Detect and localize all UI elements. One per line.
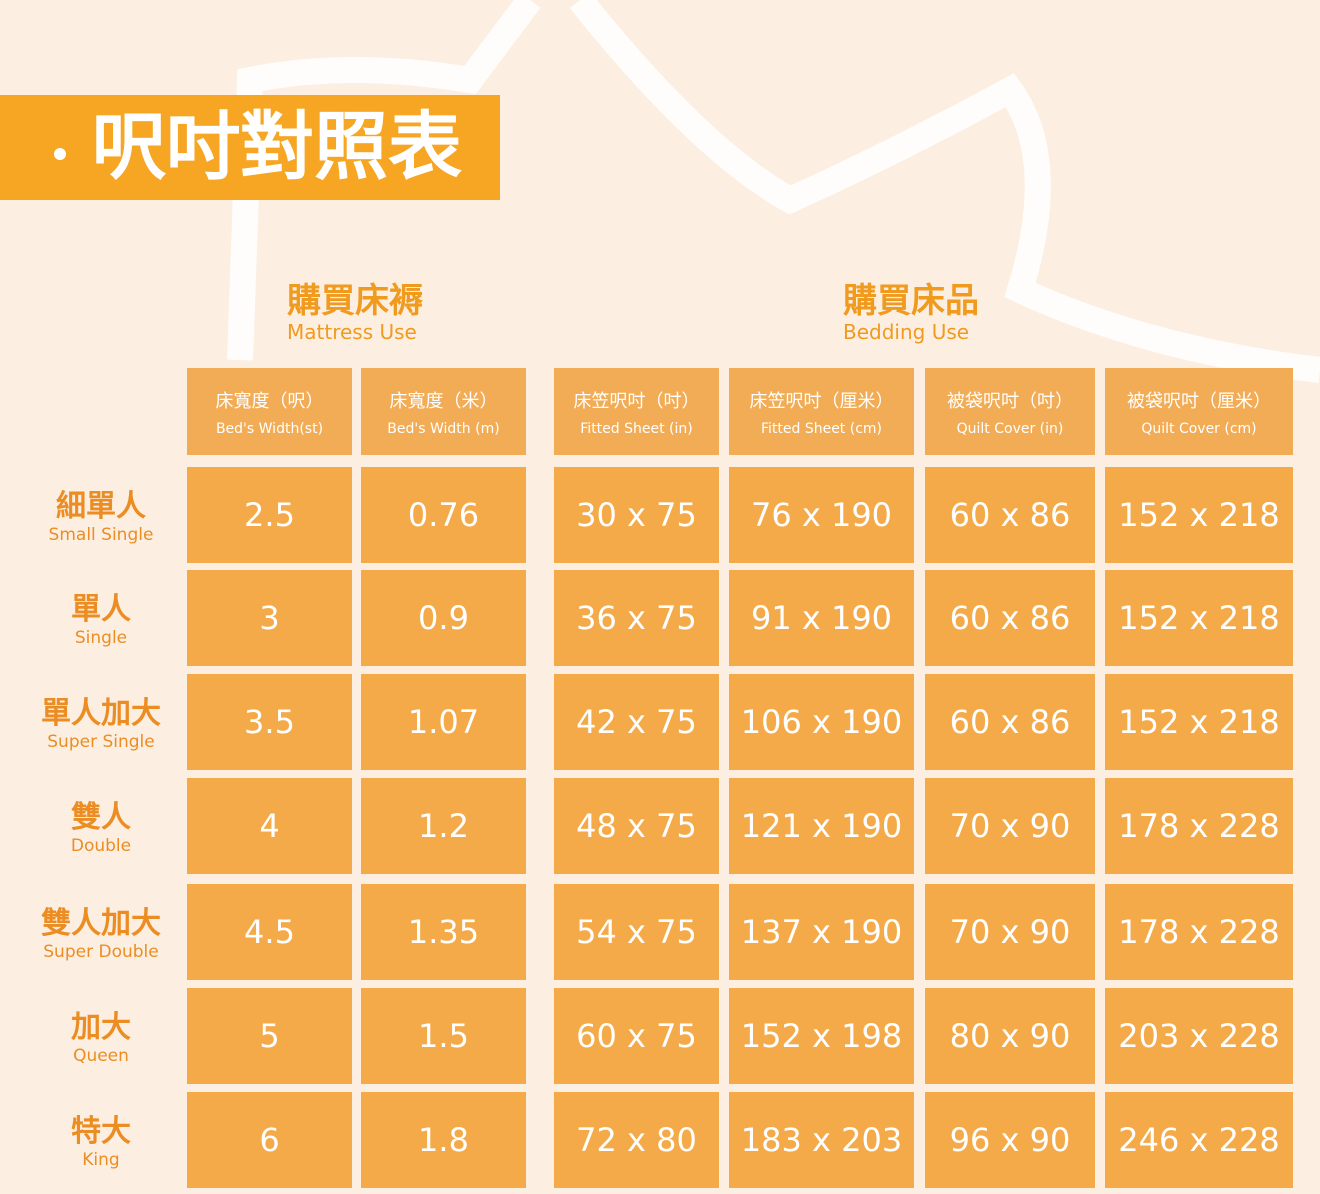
table-cell: 121 x 190 — [729, 778, 914, 874]
table-cell: 91 x 190 — [729, 570, 914, 666]
row-label: 雙人加大 Super Double — [20, 898, 182, 962]
table-cell: 1.8 — [361, 1092, 526, 1188]
table-cell: 137 x 190 — [729, 884, 914, 980]
column-zh: 床笠呎吋（厘米） — [749, 390, 894, 412]
row-en: Small Single — [48, 525, 154, 545]
column-en: Fitted Sheet (in) — [580, 420, 693, 437]
table-cell: 5 — [187, 988, 352, 1084]
column-header: 床寬度（呎） Bed's Width(st) — [187, 368, 352, 455]
table-cell: 4 — [187, 778, 352, 874]
group-label: 購買床品 Bedding Use — [843, 282, 979, 344]
table-cell: 48 x 75 — [554, 778, 719, 874]
table-cell: 178 x 228 — [1105, 778, 1293, 874]
table-cell: 178 x 228 — [1105, 884, 1293, 980]
column-header: 床笠呎吋（厘米） Fitted Sheet (cm) — [729, 368, 914, 455]
table-cell: 3.5 — [187, 674, 352, 770]
row-label: 單人 Single — [20, 584, 182, 648]
row-en: King — [82, 1150, 120, 1170]
row-zh: 特大 — [71, 1114, 131, 1149]
row-en: Double — [70, 836, 132, 856]
table-cell: 70 x 90 — [925, 884, 1095, 980]
row-label: 雙人 Double — [20, 792, 182, 856]
table-cell: 1.07 — [361, 674, 526, 770]
table-cell: 72 x 80 — [554, 1092, 719, 1188]
column-zh: 床寬度（呎） — [215, 390, 324, 412]
column-en: Quilt Cover (in) — [956, 420, 1064, 437]
column-en: Quilt Cover (cm) — [1141, 420, 1257, 437]
row-label: 細單人 Small Single — [20, 481, 182, 545]
column-en: Bed's Width (m) — [387, 420, 500, 437]
table-cell: 106 x 190 — [729, 674, 914, 770]
column-header: 床寬度（米） Bed's Width (m) — [361, 368, 526, 455]
group-zh: 購買床褥 — [287, 281, 423, 321]
row-en: Queen — [73, 1046, 129, 1066]
title-bullet — [54, 148, 66, 160]
table-cell: 96 x 90 — [925, 1092, 1095, 1188]
group-en: Mattress Use — [287, 320, 417, 344]
row-en: Super Single — [47, 732, 155, 752]
table-cell: 60 x 86 — [925, 570, 1095, 666]
table-cell: 70 x 90 — [925, 778, 1095, 874]
table-cell: 42 x 75 — [554, 674, 719, 770]
table-cell: 76 x 190 — [729, 467, 914, 563]
table-cell: 1.35 — [361, 884, 526, 980]
row-en: Single — [74, 628, 128, 648]
row-zh: 雙人加大 — [41, 906, 161, 941]
group-zh: 購買床品 — [843, 281, 979, 321]
group-en: Bedding Use — [843, 320, 970, 344]
table-cell: 183 x 203 — [729, 1092, 914, 1188]
table-cell: 30 x 75 — [554, 467, 719, 563]
column-header: 被袋呎吋（吋） Quilt Cover (in) — [925, 368, 1095, 455]
table-cell: 80 x 90 — [925, 988, 1095, 1084]
group-label: 購買床褥 Mattress Use — [287, 282, 423, 344]
table-cell: 2.5 — [187, 467, 352, 563]
column-zh: 被袋呎吋（厘米） — [1127, 390, 1271, 412]
column-zh: 床笠呎吋（吋） — [573, 390, 700, 412]
table-cell: 1.2 — [361, 778, 526, 874]
table-cell: 1.5 — [361, 988, 526, 1084]
row-zh: 加大 — [71, 1010, 131, 1045]
row-label: 單人加大 Super Single — [20, 688, 182, 752]
row-en: Super Double — [43, 942, 159, 962]
table-cell: 246 x 228 — [1105, 1092, 1293, 1188]
column-header: 被袋呎吋（厘米） Quilt Cover (cm) — [1105, 368, 1293, 455]
table-cell: 152 x 218 — [1105, 674, 1293, 770]
table-cell: 36 x 75 — [554, 570, 719, 666]
title-banner — [0, 95, 500, 200]
column-zh: 被袋呎吋（吋） — [947, 390, 1073, 412]
table-cell: 54 x 75 — [554, 884, 719, 980]
table-cell: 60 x 86 — [925, 467, 1095, 563]
table-cell: 60 x 86 — [925, 674, 1095, 770]
table-cell: 0.9 — [361, 570, 526, 666]
row-zh: 雙人 — [71, 800, 131, 835]
table-cell: 60 x 75 — [554, 988, 719, 1084]
row-zh: 單人加大 — [41, 696, 161, 731]
table-cell: 152 x 218 — [1105, 467, 1293, 563]
row-zh: 細單人 — [56, 489, 146, 524]
column-header: 床笠呎吋（吋） Fitted Sheet (in) — [554, 368, 719, 455]
column-en: Fitted Sheet (cm) — [760, 420, 883, 437]
row-label: 特大 King — [20, 1106, 182, 1170]
row-zh: 單人 — [71, 592, 131, 627]
table-cell: 152 x 198 — [729, 988, 914, 1084]
table-cell: 6 — [187, 1092, 352, 1188]
table-cell: 203 x 228 — [1105, 988, 1293, 1084]
table-cell: 3 — [187, 570, 352, 666]
table-cell: 0.76 — [361, 467, 526, 563]
table-cell: 4.5 — [187, 884, 352, 980]
table-cell: 152 x 218 — [1105, 570, 1293, 666]
column-en: Bed's Width(st) — [215, 420, 324, 437]
column-zh: 床寬度（米） — [389, 390, 498, 412]
title: 呎吋對照表 — [92, 104, 462, 190]
row-label: 加大 Queen — [20, 1002, 182, 1066]
